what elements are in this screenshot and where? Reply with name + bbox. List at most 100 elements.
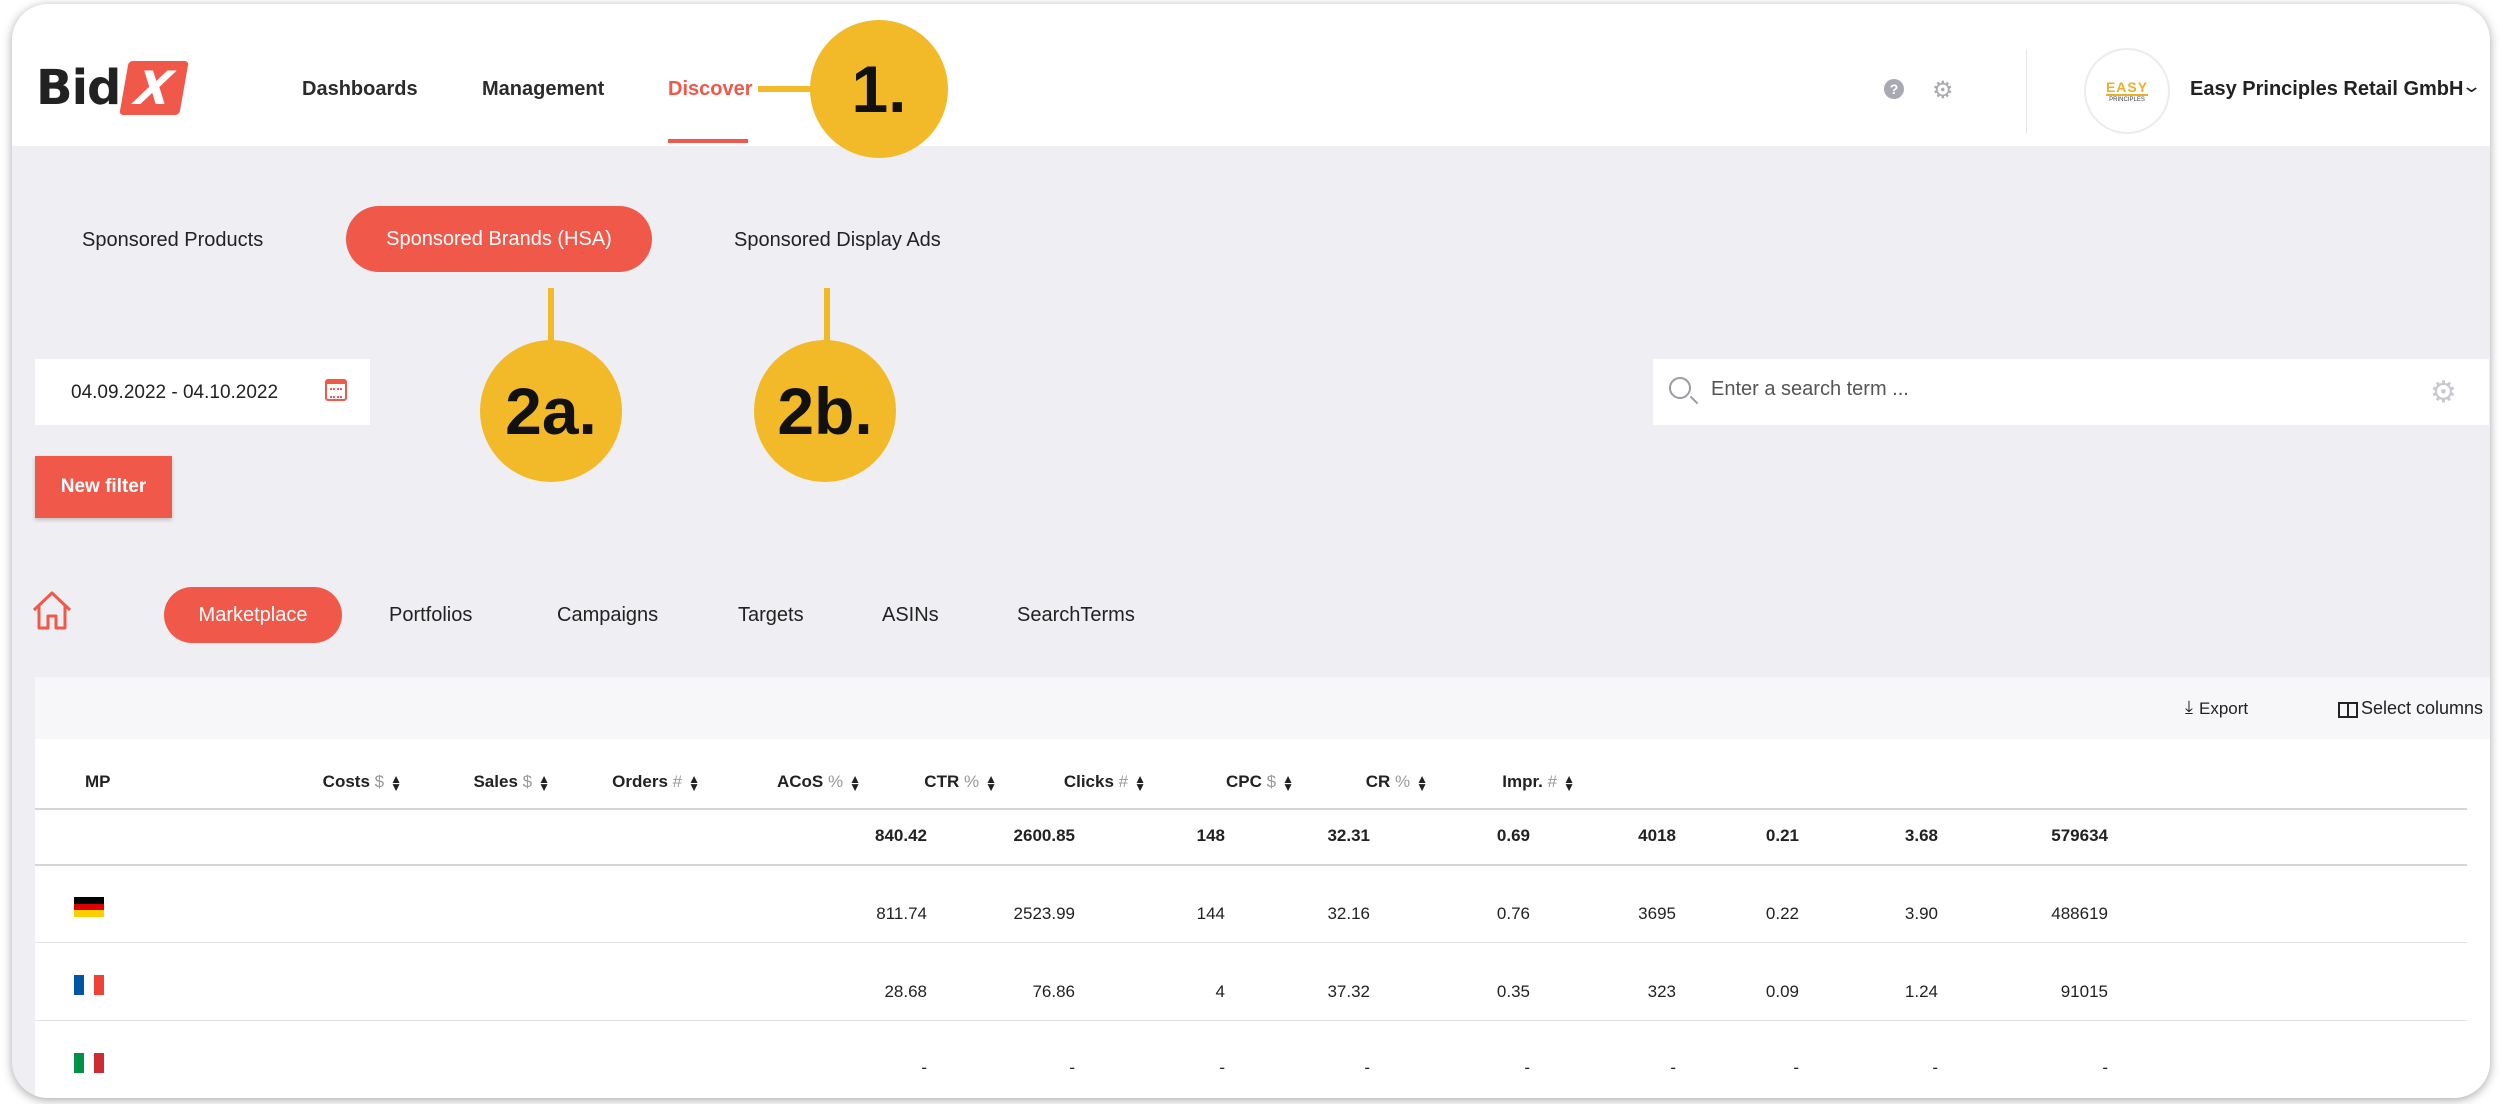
column-header-costs[interactable]: Costs $ ▲ ▼ — [322, 771, 402, 794]
tab-asins[interactable]: ASINs — [882, 604, 939, 626]
callout-2b-connector — [824, 288, 830, 346]
cell-costs: 28.68 — [884, 982, 927, 1001]
account-name[interactable]: Easy Principles Retail GmbH — [2190, 78, 2464, 100]
cell-sales: 76.86 — [1032, 982, 1075, 1001]
column-header-orders[interactable]: Orders # ▲ ▼ — [612, 771, 700, 794]
tab-marketplace[interactable]: Marketplace — [164, 587, 342, 643]
new-filter-button[interactable]: New filter — [35, 456, 172, 518]
germany-flag-icon — [74, 897, 104, 918]
column-header-impressions[interactable]: Impr. # ▲ ▼ — [1502, 771, 1575, 794]
avatar-logo-text: EASY — [2105, 78, 2149, 96]
column-header-cpc[interactable]: CPC $ ▲ ▼ — [1226, 771, 1294, 794]
tab-campaigns[interactable]: Campaigns — [557, 604, 659, 626]
tab-sponsored-products[interactable]: Sponsored Products — [82, 229, 264, 251]
calendar-icon[interactable] — [325, 379, 347, 401]
cell-ctr: 0.76 — [1496, 904, 1530, 923]
callout-1-connector — [758, 86, 818, 92]
help-circle-icon[interactable]: ? — [1884, 79, 1904, 99]
nav-dashboards[interactable]: Dashboards — [302, 78, 418, 100]
tab-sponsored-brands[interactable]: Sponsored Brands (HSA) — [346, 206, 652, 272]
search-settings-gear-icon[interactable]: ⚙ — [2430, 376, 2457, 409]
total-impressions: 579634 — [2051, 826, 2108, 845]
nav-discover[interactable]: Discover — [668, 78, 753, 100]
date-range-value: 04.09.2022 - 04.10.2022 — [71, 382, 279, 403]
sort-icon[interactable]: ▲ ▼ — [1416, 771, 1428, 794]
logo-text: Bid — [36, 60, 121, 116]
table-row-divider — [35, 1020, 2467, 1021]
cell-acos: 37.32 — [1327, 982, 1370, 1001]
cell-acos: - — [1364, 1058, 1370, 1077]
sort-icon[interactable]: ▲ ▼ — [1134, 771, 1146, 794]
cell-cr: 1.24 — [1904, 982, 1938, 1001]
header-divider — [2026, 49, 2027, 133]
cell-clicks: 3695 — [1638, 904, 1676, 923]
search-input[interactable] — [1711, 378, 2391, 401]
cell-costs: - — [921, 1058, 927, 1077]
column-header-cr[interactable]: CR % ▲ ▼ — [1365, 771, 1428, 794]
date-range-picker[interactable]: 04.09.2022 - 04.10.2022 — [35, 359, 370, 425]
nav-active-indicator — [668, 139, 748, 143]
search-bar — [1653, 359, 2489, 425]
columns-icon[interactable] — [2338, 702, 2358, 718]
cell-cpc: 0.09 — [1765, 982, 1799, 1001]
sort-icon[interactable]: ▲ ▼ — [985, 771, 997, 794]
cell-impressions: 91015 — [2060, 982, 2108, 1001]
italy-flag-icon — [74, 1053, 104, 1073]
cell-costs: 811.74 — [876, 904, 927, 923]
cell-impressions: - — [2102, 1058, 2108, 1077]
total-cpc: 0.21 — [1765, 826, 1799, 845]
cell-sales: - — [1069, 1058, 1075, 1077]
sort-icon[interactable]: ▲ ▼ — [849, 771, 861, 794]
cell-orders: - — [1219, 1058, 1225, 1077]
cell-ctr: - — [1524, 1058, 1530, 1077]
column-header-ctr[interactable]: CTR % ▲ ▼ — [924, 771, 997, 794]
gear-icon[interactable]: ⚙ — [1932, 77, 1954, 104]
table-header-divider — [35, 808, 2467, 810]
column-header-sales[interactable]: Sales $ ▲ ▼ — [473, 771, 550, 794]
column-header-acos[interactable]: ACoS % ▲ ▼ — [776, 771, 861, 794]
total-orders: 148 — [1196, 826, 1225, 845]
tab-searchterms[interactable]: SearchTerms — [1017, 604, 1135, 626]
app-window: Bid X Dashboards Management Discover ? ⚙… — [12, 4, 2490, 1098]
logo-mark: X — [119, 61, 190, 115]
tab-portfolios[interactable]: Portfolios — [389, 604, 473, 626]
download-icon[interactable]: ⤓ — [2185, 697, 2193, 717]
nav-management[interactable]: Management — [482, 78, 605, 100]
cell-cr: 3.90 — [1904, 904, 1938, 923]
account-avatar[interactable]: EASY PRINCIPLES — [2084, 48, 2170, 134]
total-cr: 3.68 — [1904, 826, 1938, 845]
sort-icon[interactable]: ▲ ▼ — [390, 771, 402, 794]
home-icon[interactable] — [30, 588, 74, 632]
cell-cr: - — [1932, 1058, 1938, 1077]
cell-clicks: - — [1670, 1058, 1676, 1077]
total-clicks: 4018 — [1638, 826, 1676, 845]
table-row-divider — [35, 942, 2467, 943]
sort-icon[interactable]: ▲ ▼ — [1282, 771, 1294, 794]
marketplace-table: ⤓ Export Select columns MP Costs $ ▲ ▼ Sal… — [35, 677, 2490, 1098]
bidx-logo[interactable]: Bid X — [36, 60, 190, 116]
callout-2a-connector — [548, 288, 554, 346]
sort-icon[interactable]: ▲ ▼ — [538, 771, 550, 794]
export-button[interactable]: Export — [2199, 699, 2249, 718]
cell-clicks: 323 — [1647, 982, 1676, 1001]
column-header-mp[interactable]: MP — [85, 772, 111, 791]
column-header-clicks[interactable]: Clicks # ▲ ▼ — [1063, 771, 1146, 794]
top-navigation-bar: Bid X Dashboards Management Discover ? ⚙… — [12, 4, 2490, 146]
tab-targets[interactable]: Targets — [738, 604, 804, 626]
search-icon — [1669, 377, 1691, 399]
cell-orders: 144 — [1196, 904, 1225, 923]
total-costs: 840.42 — [875, 826, 927, 845]
sort-icon[interactable]: ▲ ▼ — [1563, 771, 1575, 794]
callout-1: 1. — [810, 20, 948, 158]
sort-icon[interactable]: ▲ ▼ — [688, 771, 700, 794]
callout-2a: 2a. — [480, 340, 622, 482]
france-flag-icon — [74, 975, 104, 995]
avatar-logo-subtext: PRINCIPLES — [2109, 96, 2145, 103]
total-acos: 32.31 — [1327, 826, 1370, 845]
tab-sponsored-display-ads[interactable]: Sponsored Display Ads — [734, 229, 941, 251]
cell-ctr: 0.35 — [1496, 982, 1530, 1001]
cell-impressions: 488619 — [2051, 904, 2108, 923]
select-columns-button[interactable]: Select columns — [2361, 698, 2484, 718]
table-toolbar: ⤓ Export Select columns — [35, 677, 2490, 739]
chevron-down-icon[interactable]: ⌄ — [2460, 76, 2483, 96]
